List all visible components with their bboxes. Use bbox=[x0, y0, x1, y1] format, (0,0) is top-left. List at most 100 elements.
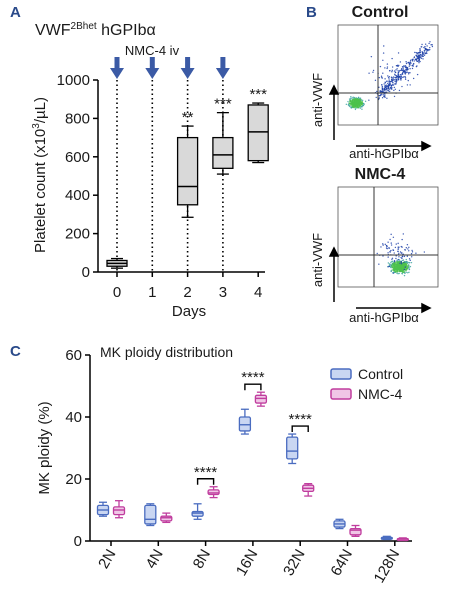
flow-event bbox=[359, 99, 361, 101]
panel-a-x-tick-label: 0 bbox=[113, 284, 121, 301]
flow-ylabel-nmc4: anti-VWF bbox=[310, 233, 325, 287]
flow-event bbox=[352, 104, 354, 106]
flow-event bbox=[413, 60, 415, 62]
flow-title-nmc4: NMC-4 bbox=[355, 166, 406, 183]
flow-event bbox=[424, 52, 427, 55]
significance-label: *** bbox=[249, 86, 267, 103]
flow-event bbox=[387, 252, 389, 254]
flow-event bbox=[396, 267, 399, 270]
flow-event bbox=[390, 244, 393, 246]
flow-event bbox=[393, 264, 395, 267]
flow-event bbox=[360, 101, 363, 103]
flow-event bbox=[399, 263, 402, 266]
flow-event bbox=[349, 105, 351, 108]
bracket-line bbox=[244, 383, 262, 391]
flow-event bbox=[395, 79, 397, 81]
flow-event bbox=[398, 75, 400, 78]
panel-a-x-tick-label: 1 bbox=[148, 284, 156, 301]
flow-event bbox=[348, 102, 351, 104]
flow-event bbox=[424, 47, 426, 50]
flow-event bbox=[404, 75, 406, 78]
flow-event bbox=[359, 107, 362, 109]
flow-event bbox=[429, 48, 431, 51]
flow-event bbox=[402, 71, 404, 74]
panel-c-x-tick-label: 4N bbox=[142, 547, 166, 572]
flow-event bbox=[430, 44, 432, 46]
flow-event bbox=[400, 265, 402, 267]
flow-event bbox=[353, 97, 355, 99]
flow-event bbox=[383, 83, 385, 85]
flow-event bbox=[364, 100, 367, 103]
flow-event bbox=[359, 100, 361, 103]
flow-event bbox=[382, 72, 384, 74]
flow-event bbox=[387, 241, 389, 243]
flow-event bbox=[419, 53, 422, 56]
flow-arrows bbox=[328, 84, 432, 314]
flow-event bbox=[394, 246, 397, 249]
flow-event bbox=[382, 89, 384, 91]
flow-event bbox=[426, 45, 428, 47]
panel-c-x-tick-label: 128N bbox=[371, 547, 404, 587]
flow-event bbox=[403, 65, 405, 67]
flow-event bbox=[417, 52, 419, 54]
panel-a-y-tick-label: 1000 bbox=[57, 72, 90, 89]
flow-event bbox=[355, 107, 357, 109]
flow-event bbox=[397, 265, 400, 267]
flow-event bbox=[355, 99, 357, 101]
flow-event bbox=[405, 258, 407, 261]
flow-event bbox=[387, 87, 390, 89]
flow-event bbox=[407, 68, 409, 70]
flow-event bbox=[396, 68, 398, 70]
flow-event bbox=[360, 99, 363, 101]
iqr-box bbox=[176, 136, 199, 206]
flow-event bbox=[357, 101, 359, 103]
flow-event bbox=[396, 272, 398, 274]
flow-event bbox=[353, 102, 355, 104]
flow-event bbox=[376, 90, 378, 93]
nmc4-box-32N bbox=[302, 482, 315, 497]
flow-event bbox=[399, 270, 401, 272]
legend-swatch-nmc4 bbox=[330, 388, 352, 400]
flow-event bbox=[388, 247, 391, 249]
flow-event bbox=[421, 43, 423, 46]
flow-event bbox=[387, 82, 389, 85]
flow-event bbox=[397, 264, 400, 266]
flow-event bbox=[416, 55, 418, 58]
flow-event bbox=[386, 67, 388, 70]
flow-event bbox=[393, 86, 396, 89]
flow-event bbox=[404, 266, 407, 268]
flow-event bbox=[406, 67, 409, 69]
flow-event bbox=[390, 84, 393, 87]
flow-event bbox=[393, 260, 396, 262]
flow-event bbox=[421, 50, 423, 53]
flow-event bbox=[425, 51, 428, 53]
flow-event bbox=[357, 99, 359, 101]
flow-event bbox=[398, 70, 401, 72]
flow-event bbox=[370, 55, 373, 58]
flow-event bbox=[407, 248, 409, 250]
legend-label-nmc4: NMC-4 bbox=[358, 386, 403, 402]
flow-event bbox=[348, 98, 351, 100]
flow-event bbox=[382, 244, 384, 246]
flow-event bbox=[416, 65, 418, 67]
flow-event bbox=[414, 51, 416, 54]
flow-event bbox=[388, 264, 391, 266]
flow-event bbox=[378, 86, 380, 89]
flow-event bbox=[389, 251, 391, 253]
legend-swatch-control bbox=[330, 368, 352, 380]
iqr-box bbox=[238, 416, 252, 432]
flow-event bbox=[401, 259, 404, 262]
flow-event bbox=[401, 85, 403, 88]
flow-event bbox=[380, 246, 382, 248]
flow-event bbox=[404, 249, 406, 251]
panel-c-title: MK ploidy distribution bbox=[100, 344, 233, 360]
flow-event bbox=[405, 271, 408, 273]
flow-event bbox=[395, 76, 398, 78]
flow-event bbox=[389, 263, 392, 265]
legend-label-control: Control bbox=[358, 366, 403, 382]
panel-a-y-tick-label: 0 bbox=[82, 264, 90, 281]
flow-event bbox=[384, 67, 386, 69]
flow-event bbox=[408, 268, 410, 271]
flow-event bbox=[410, 261, 413, 264]
flow-event bbox=[391, 86, 393, 89]
